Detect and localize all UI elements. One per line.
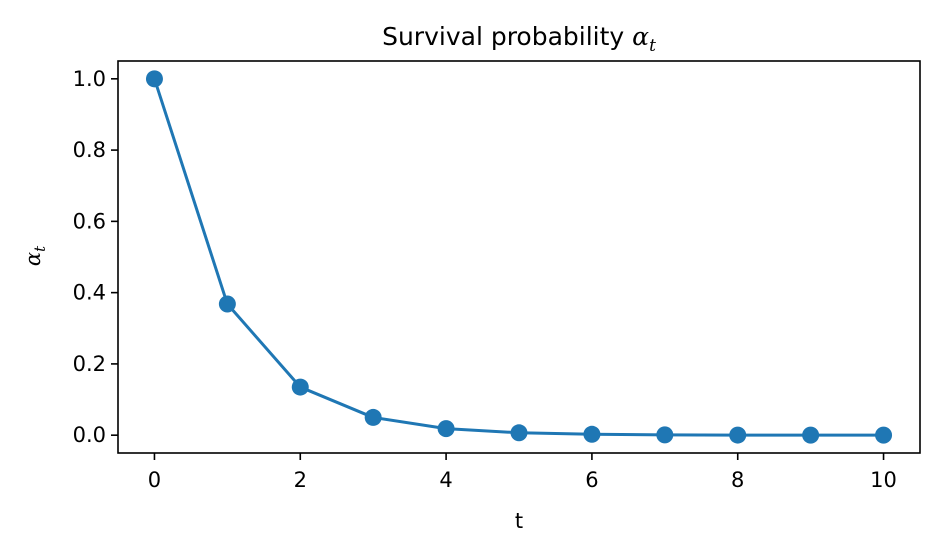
data-point	[437, 420, 455, 438]
y-tick-label: 0.6	[73, 209, 106, 233]
x-tick-label: 2	[294, 468, 307, 492]
y-tick-label: 0.4	[73, 281, 106, 305]
x-tick-label: 10	[870, 468, 897, 492]
data-point	[656, 426, 674, 444]
y-tick-label: 0.8	[73, 138, 106, 162]
x-tick-label: 4	[439, 468, 452, 492]
data-point	[875, 426, 893, 444]
data-point	[218, 295, 236, 313]
y-tick-label: 0.2	[73, 352, 106, 376]
data-point	[729, 426, 747, 444]
data-point	[802, 426, 820, 444]
x-axis-label: t	[515, 509, 523, 533]
data-point	[510, 424, 528, 442]
data-point	[291, 378, 309, 396]
y-axis-label: αt	[21, 245, 49, 266]
chart-title: Survival probability αt	[382, 22, 656, 56]
x-tick-label: 0	[148, 468, 161, 492]
data-point	[145, 70, 163, 88]
x-tick-label: 8	[731, 468, 744, 492]
axes-frame	[117, 60, 921, 454]
data-point	[583, 425, 601, 443]
y-tick-label: 0.0	[73, 423, 106, 447]
y-tick-label: 1.0	[73, 67, 106, 91]
plot-series	[145, 70, 893, 444]
data-point	[364, 408, 382, 426]
series-line	[152, 77, 886, 437]
ticks: 0 2 4 6 8 10 0.0 0.2 0.4 0.6 0.8 1.0	[73, 67, 897, 492]
x-tick-label: 6	[585, 468, 598, 492]
